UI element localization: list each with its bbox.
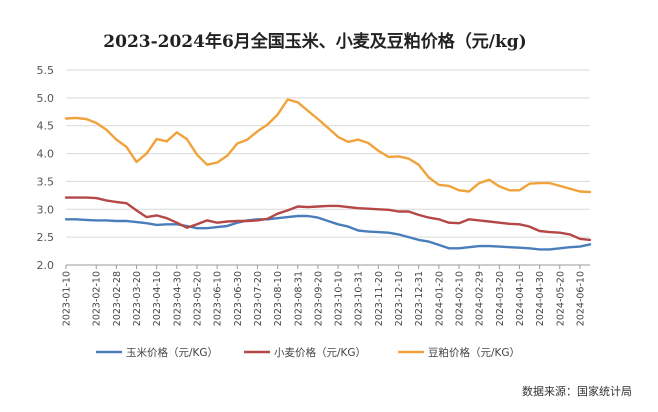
x-tick-label: 2023-07-20 <box>253 271 264 326</box>
series-line-2 <box>64 196 592 242</box>
x-tick-label: 2023-12-10 <box>394 271 405 326</box>
x-axis-ticks: 2023-01-10 2023-02-10 2023-02-28 2023-03-20… <box>62 265 586 326</box>
y-tick-label: 5.0 <box>37 92 55 105</box>
legend-label-2: 小麦价格（元/KG） <box>274 346 366 359</box>
x-tick-label: 2024-01-20 <box>434 271 445 326</box>
x-tick-label: 2023-04-30 <box>172 271 183 326</box>
y-tick-label: 3.5 <box>37 175 55 188</box>
legend-label-3: 豆粕价格（元/KG） <box>428 346 520 359</box>
x-tick-label: 2024-04-10 <box>515 271 526 326</box>
x-tick-label: 2023-09-20 <box>313 271 324 326</box>
x-tick-label: 2023-12-31 <box>414 271 425 326</box>
y-tick-label: 4.5 <box>37 120 55 133</box>
x-tick-label: 2023-08-10 <box>273 271 284 326</box>
x-tick-label: 2024-02-10 <box>455 271 466 326</box>
chart-title: 2023-2024年6月全国玉米、小麦及豆粕价格（元/kg) <box>103 31 526 52</box>
x-tick-label: 2023-02-10 <box>92 271 103 326</box>
legend-label-1: 玉米价格（元/KG） <box>126 346 218 359</box>
x-tick-label: 2024-02-29 <box>475 271 486 326</box>
x-tick-label: 2023-08-31 <box>293 271 304 326</box>
x-tick-label: 2024-03-20 <box>495 271 506 326</box>
x-tick-label: 2023-10-10 <box>334 271 345 326</box>
y-tick-label: 3.0 <box>37 203 55 216</box>
y-axis-ticks: 2.0 2.5 3.0 3.5 4.0 4.5 5.0 5.5 <box>37 64 55 272</box>
x-tick-label: 2024-04-30 <box>535 271 546 326</box>
y-tick-label: 4.0 <box>37 148 55 161</box>
x-tick-label: 2023-06-10 <box>213 271 224 326</box>
x-tick-label: 2023-05-20 <box>193 271 204 326</box>
x-tick-label: 2024-06-10 <box>575 271 586 326</box>
x-tick-label: 2023-01-10 <box>62 271 73 326</box>
series-lines <box>64 98 592 251</box>
x-tick-label: 2023-02-28 <box>112 271 123 326</box>
x-tick-label: 2023-06-30 <box>233 271 244 326</box>
series-line-3 <box>64 98 592 194</box>
x-tick-label: 2023-10-31 <box>354 271 365 326</box>
x-tick-label: 2023-11-20 <box>374 271 385 326</box>
y-tick-label: 2.0 <box>37 259 55 272</box>
series-line-1 <box>64 214 592 251</box>
x-tick-label: 2024-05-20 <box>555 271 566 326</box>
legend: 玉米价格（元/KG） 小麦价格（元/KG） 豆粕价格（元/KG） <box>96 346 520 359</box>
source-note: 数据来源：国家统计局 <box>522 384 632 398</box>
gridlines <box>66 69 590 266</box>
x-tick-label: 2023-04-10 <box>152 271 163 326</box>
y-tick-label: 5.5 <box>37 64 55 77</box>
x-tick-label: 2023-03-20 <box>132 271 143 326</box>
y-tick-label: 2.5 <box>37 231 55 244</box>
